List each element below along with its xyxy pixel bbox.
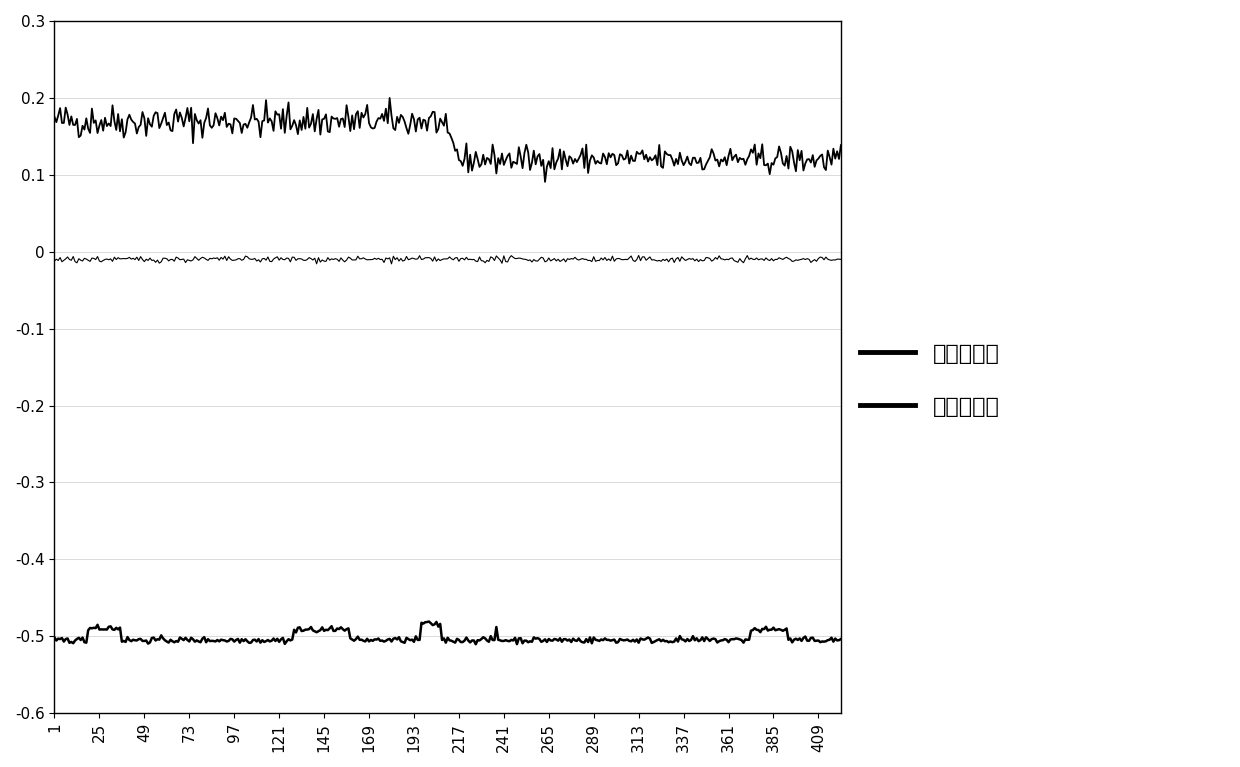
Legend: 方位角之差, 俧仰角之差: 方位角之差, 俧仰角之差 [859, 344, 999, 417]
